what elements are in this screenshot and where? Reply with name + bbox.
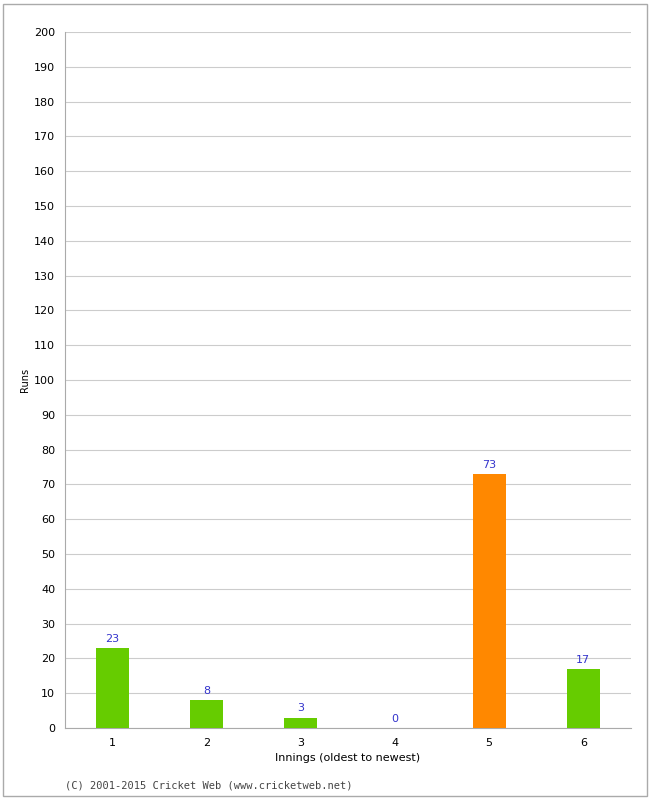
Text: (C) 2001-2015 Cricket Web (www.cricketweb.net): (C) 2001-2015 Cricket Web (www.cricketwe… bbox=[65, 781, 352, 790]
Text: 8: 8 bbox=[203, 686, 210, 696]
Bar bbox=[284, 718, 317, 728]
Y-axis label: Runs: Runs bbox=[20, 368, 30, 392]
Text: 73: 73 bbox=[482, 460, 496, 470]
Bar bbox=[190, 700, 223, 728]
Text: 23: 23 bbox=[105, 634, 119, 644]
Bar bbox=[96, 648, 129, 728]
Text: 17: 17 bbox=[577, 654, 590, 665]
X-axis label: Innings (oldest to newest): Innings (oldest to newest) bbox=[275, 754, 421, 763]
Text: 0: 0 bbox=[391, 714, 398, 724]
Bar bbox=[473, 474, 506, 728]
Text: 3: 3 bbox=[297, 703, 304, 714]
Bar bbox=[567, 669, 600, 728]
